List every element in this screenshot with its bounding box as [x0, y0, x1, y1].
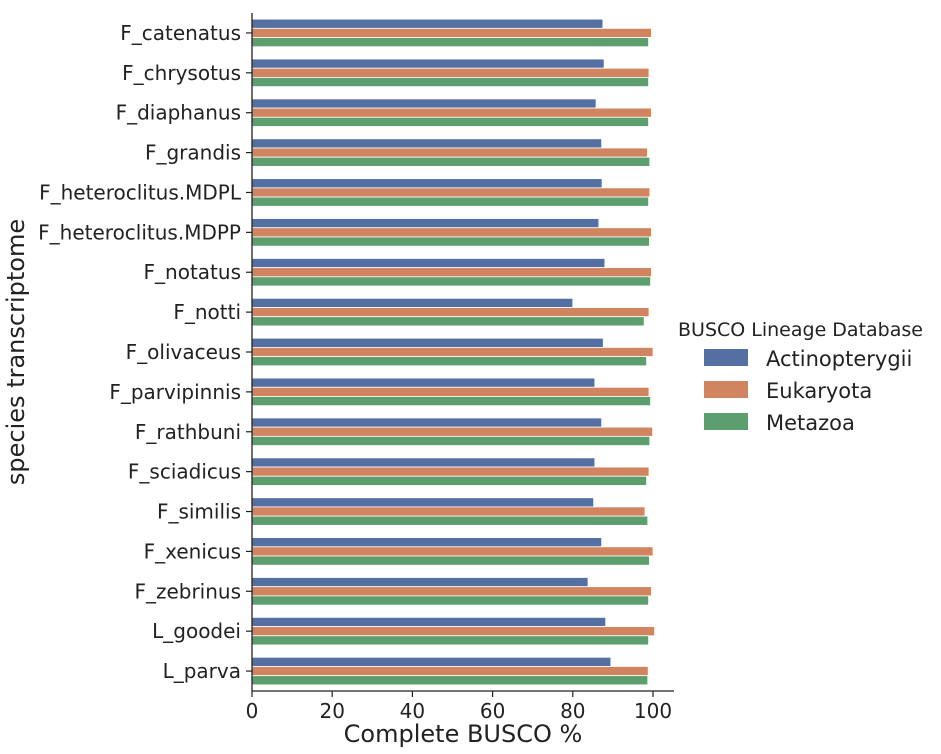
legend-title: BUSCO Lineage Database — [678, 319, 923, 341]
y-tick-labels: F_catenatus F_chrysotus F_diaphanus F_grand… — [38, 21, 252, 683]
y-axis-title: species transcriptome — [2, 219, 30, 485]
bar-eukaryota-f-notatus — [251, 267, 652, 278]
bar-actinopterygii-f-xenicus — [251, 537, 603, 548]
y-tick-label: F_grandis — [145, 141, 241, 165]
bar-metazoa-l-parva — [251, 675, 649, 686]
bar-actinopterygii-f-catenatus — [251, 18, 604, 29]
bar-actinopterygii-f-zebrinus — [251, 577, 589, 588]
bar-metazoa-f-similis — [251, 515, 649, 526]
y-tick-label: F_chrysotus — [122, 61, 241, 85]
bar-eukaryota-f-catenatus — [251, 27, 652, 38]
bar-actinopterygii-f-olivaceus — [251, 337, 604, 348]
bar-metazoa-f-chrysotus — [251, 77, 649, 88]
bar-eukaryota-f-chrysotus — [251, 67, 650, 78]
bar-eukaryota-f-parvipinnis — [251, 386, 650, 397]
y-tick-label: F_sciadicus — [128, 460, 241, 484]
bar-metazoa-f-catenatus — [251, 37, 649, 48]
bar-actinopterygii-f-sciadicus — [251, 457, 596, 468]
bar-eukaryota-f-similis — [251, 506, 646, 517]
bar-eukaryota-f-rathbuni — [251, 426, 654, 437]
bar-actinopterygii-f-grandis — [251, 138, 603, 149]
y-tick-label: F_diaphanus — [116, 101, 241, 125]
bar-eukaryota-f-heteroclitus-mdpl — [251, 187, 651, 198]
bar-eukaryota-f-notti — [251, 307, 650, 318]
x-axis-title: Complete BUSCO % — [344, 720, 583, 748]
bar-metazoa-f-rathbuni — [251, 435, 651, 446]
bar-metazoa-f-olivaceus — [251, 356, 647, 367]
bar-layer — [251, 18, 656, 686]
bar-actinopterygii-f-heteroclitus-mdpp — [251, 218, 600, 229]
bar-metazoa-f-diaphanus — [251, 116, 649, 127]
bar-metazoa-f-xenicus — [251, 555, 650, 566]
bar-actinopterygii-l-parva — [251, 656, 612, 667]
bar-actinopterygii-f-similis — [251, 497, 595, 508]
x-tick-label: 40 — [400, 699, 425, 723]
legend-swatch-actinopterygii — [704, 349, 748, 366]
bar-eukaryota-f-xenicus — [251, 546, 654, 557]
bar-metazoa-f-heteroclitus-mdpp — [251, 236, 650, 247]
legend-swatch-metazoa — [704, 413, 748, 430]
legend-label-actinopterygii: Actinopterygii — [766, 347, 912, 371]
bar-metazoa-f-parvipinnis — [251, 396, 651, 407]
y-tick-label: F_catenatus — [120, 21, 241, 45]
bar-eukaryota-f-heteroclitus-mdpp — [251, 227, 652, 238]
bar-metazoa-f-heteroclitus-mdpl — [251, 196, 649, 207]
bar-eukaryota-f-diaphanus — [251, 107, 652, 118]
legend-items: Actinopterygii Eukaryota Metazoa — [704, 347, 912, 435]
bar-eukaryota-f-olivaceus — [251, 346, 654, 357]
bar-metazoa-f-grandis — [251, 156, 651, 167]
bar-metazoa-f-sciadicus — [251, 475, 647, 486]
bar-eukaryota-l-parva — [251, 666, 649, 677]
y-tick-label: F_rathbuni — [135, 420, 241, 444]
x-tick-label: 20 — [319, 699, 344, 723]
y-tick-label: F_heteroclitus.MDPP — [38, 220, 241, 244]
legend: BUSCO Lineage Database Actinopterygii Euk… — [678, 319, 923, 435]
x-tick-label: 0 — [246, 699, 259, 723]
bar-metazoa-f-notatus — [251, 276, 651, 287]
bar-eukaryota-l-goodei — [251, 626, 656, 637]
y-tick-label: F_xenicus — [144, 539, 241, 563]
y-tick-label: F_similis — [157, 500, 241, 524]
y-tick-label: F_zebrinus — [134, 579, 241, 603]
x-tick-label: 100 — [634, 699, 672, 723]
bar-eukaryota-f-sciadicus — [251, 466, 650, 477]
bar-actinopterygii-f-heteroclitus-mdpl — [251, 178, 603, 189]
bar-actinopterygii-f-chrysotus — [251, 58, 605, 69]
bar-actinopterygii-f-notti — [251, 297, 574, 308]
bar-actinopterygii-l-goodei — [251, 616, 607, 627]
bar-actinopterygii-f-notatus — [251, 258, 606, 269]
bar-eukaryota-f-zebrinus — [251, 586, 652, 597]
y-tick-label: F_parvipinnis — [109, 380, 241, 404]
bar-actinopterygii-f-parvipinnis — [251, 377, 596, 388]
legend-label-eukaryota: Eukaryota — [766, 379, 872, 403]
y-tick-label: F_heteroclitus.MDPL — [39, 180, 242, 204]
x-tick-label: 60 — [480, 699, 505, 723]
bar-eukaryota-f-grandis — [251, 147, 648, 158]
bar-metazoa-l-goodei — [251, 635, 649, 646]
x-tick-label: 80 — [560, 699, 585, 723]
y-tick-label: L_goodei — [152, 619, 241, 643]
y-tick-label: F_olivaceus — [126, 340, 241, 364]
y-tick-label: F_notatus — [144, 260, 241, 284]
bar-actinopterygii-f-rathbuni — [251, 417, 603, 428]
legend-label-metazoa: Metazoa — [766, 411, 855, 435]
bar-actinopterygii-f-diaphanus — [251, 98, 597, 109]
x-axis-ticks: 0 20 40 60 80 100 — [246, 691, 672, 723]
y-tick-label: F_notti — [173, 300, 241, 324]
bar-metazoa-f-notti — [251, 316, 645, 327]
legend-swatch-eukaryota — [704, 381, 748, 398]
bar-metazoa-f-zebrinus — [251, 595, 649, 606]
y-tick-label: L_parva — [163, 659, 241, 683]
